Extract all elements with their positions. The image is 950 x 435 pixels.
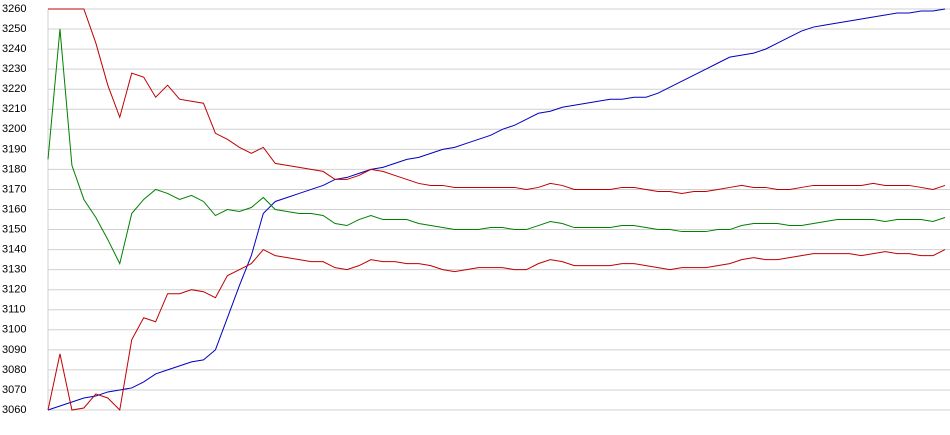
y-tick-label: 3080	[2, 364, 26, 376]
series-line	[48, 8, 946, 194]
series-line	[47, 29, 946, 266]
y-tick-label: 3180	[2, 163, 26, 175]
y-tick-label: 3200	[2, 123, 26, 135]
y-tick-label: 3110	[2, 304, 26, 316]
y-tick-label: 3120	[2, 284, 26, 296]
series-line	[47, 248, 946, 412]
y-tick-label: 3160	[2, 203, 26, 215]
y-tick-label: 3250	[2, 23, 26, 35]
y-tick-label: 3240	[2, 43, 26, 55]
y-tick-label: 3060	[2, 404, 26, 416]
y-tick-label: 3090	[2, 344, 26, 356]
y-tick-label: 3260	[2, 3, 26, 15]
y-tick-label: 3140	[2, 244, 26, 256]
y-tick-label: 3210	[2, 103, 26, 115]
y-tick-label: 3130	[2, 264, 26, 276]
series-line	[47, 8, 946, 411]
y-tick-label: 3150	[2, 223, 26, 235]
y-tick-label: 3220	[2, 83, 26, 95]
y-tick-label: 3100	[2, 324, 26, 336]
y-tick-label: 3230	[2, 63, 26, 75]
y-tick-label: 3190	[2, 143, 26, 155]
y-tick-label: 3070	[2, 384, 26, 396]
y-tick-label: 3170	[2, 183, 26, 195]
